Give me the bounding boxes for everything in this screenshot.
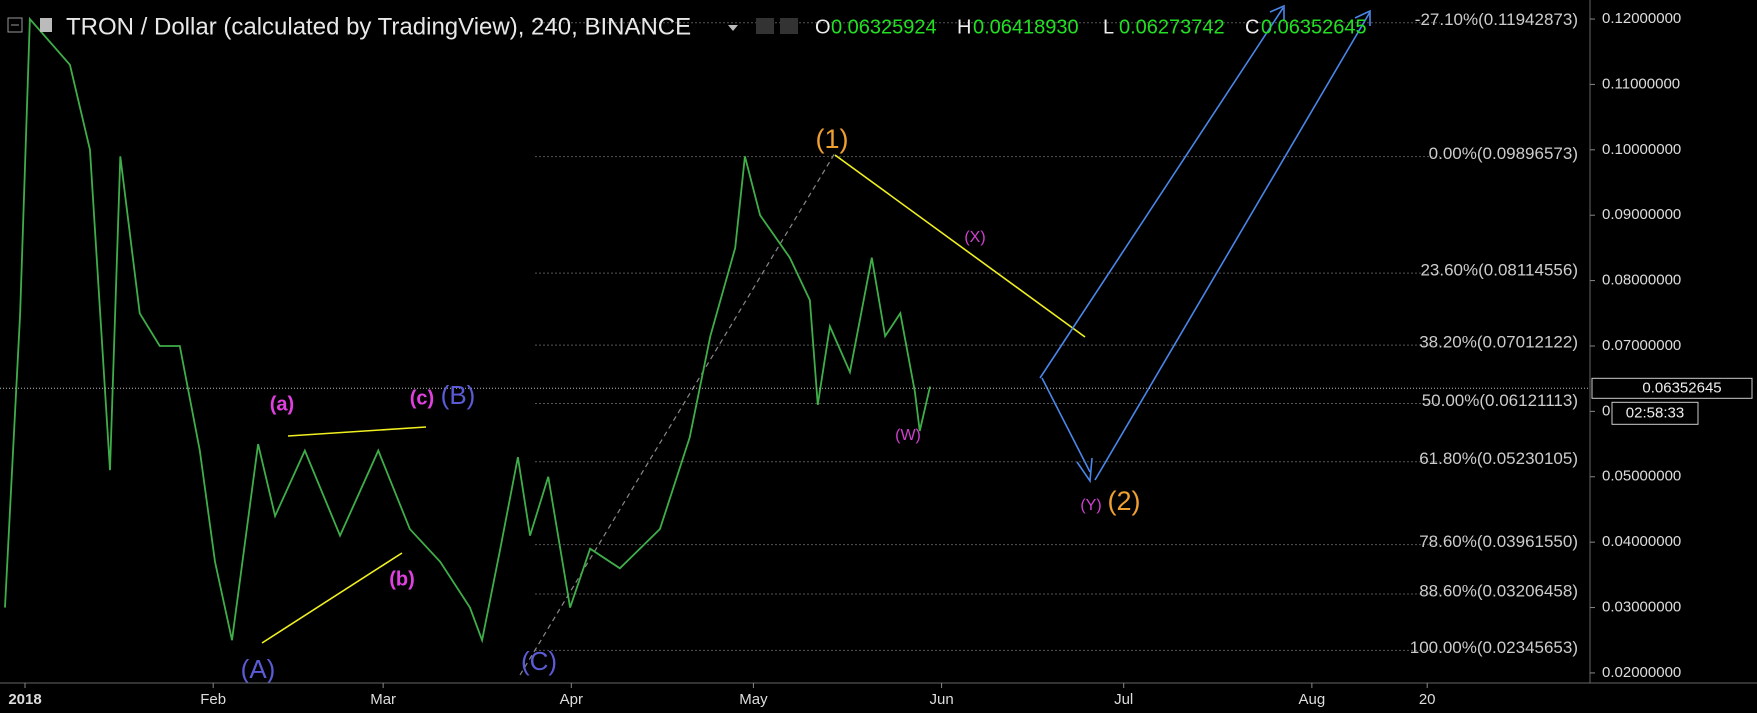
- fib-label: 50.00%(0.06121113): [1422, 391, 1578, 410]
- ohlc-key: L: [1103, 16, 1114, 38]
- x-tick-label: Jun: [929, 691, 953, 708]
- wave-label: (X): [964, 229, 985, 246]
- ohlc-value: 0.06352645: [1261, 16, 1367, 38]
- wave-label: (A): [241, 654, 276, 684]
- settings-icon[interactable]: [756, 18, 774, 34]
- y-tick-label: 0.12000000: [1602, 10, 1681, 27]
- fib-label: -27.10%(0.11942873): [1415, 10, 1578, 29]
- y-tick-label: 0.10000000: [1602, 141, 1681, 158]
- wave-label: (B): [441, 380, 476, 410]
- y-tick-label: 0.03000000: [1602, 599, 1681, 616]
- fib-label: 88.60%(0.03206458): [1419, 582, 1578, 601]
- x-tick-label: 20: [1419, 691, 1436, 708]
- trendline: [261, 552, 403, 644]
- trendline: [834, 154, 1086, 338]
- price-line: [4, 16, 931, 644]
- y-tick-label: 0.08000000: [1602, 272, 1681, 289]
- ohlc-value: 0.06325924: [831, 16, 937, 38]
- ohlc-key: H: [957, 16, 971, 38]
- fib-label: 23.60%(0.08114556): [1420, 261, 1578, 280]
- arrow-head: [1354, 9, 1371, 26]
- y-tick-label: 0.05000000: [1602, 468, 1681, 485]
- x-tick-label: Feb: [200, 691, 226, 708]
- x-tick-label: Mar: [370, 691, 396, 708]
- y-tick-label: 0.04000000: [1602, 533, 1681, 550]
- arrow: [1094, 11, 1371, 481]
- collapse-icon[interactable]: [7, 17, 23, 33]
- x-tick-label: May: [739, 691, 768, 708]
- fib-label: 78.60%(0.03961550): [1419, 532, 1578, 551]
- dropdown[interactable]: [728, 25, 738, 31]
- chart-title[interactable]: TRON / Dollar (calculated by TradingView…: [66, 13, 691, 40]
- projection-arrows: [1039, 4, 1371, 484]
- arrow: [1041, 377, 1091, 473]
- ohlc-key: C: [1245, 16, 1259, 38]
- fib-label: 61.80%(0.05230105): [1419, 449, 1578, 468]
- wave-label: (a): [270, 393, 294, 415]
- ohlc-legend: O 0.06325924 H 0.06418930 L 0.06273742 C 0.0635…: [815, 16, 1367, 38]
- countdown-box: [1611, 401, 1699, 425]
- axis-layer: 0.02000000 0.03000000 0.04000000 0.05000000…: [8, 10, 1753, 708]
- arrow: [1039, 7, 1284, 379]
- wave-label: (b): [389, 568, 415, 590]
- symbol-icon: [40, 18, 52, 32]
- retracement-line: [519, 152, 836, 676]
- trendline: [287, 426, 427, 437]
- arrow-head: [1269, 4, 1285, 21]
- x-tick-label: Jul: [1114, 691, 1133, 708]
- y-tick-label: 0.09000000: [1602, 206, 1681, 223]
- x-tick-label: 2018: [8, 691, 41, 708]
- ohlc-value: 0.06273742: [1119, 16, 1225, 38]
- ohlc-value: 0.06418930: [973, 16, 1079, 38]
- ohlc-key: O: [815, 16, 831, 38]
- y-tick-label: 0.11000000: [1602, 75, 1680, 92]
- wave-label: (Y): [1080, 497, 1101, 514]
- fib-label: 0.00%(0.09896573): [1429, 144, 1578, 163]
- y-tick-label: 0.02000000: [1602, 664, 1681, 681]
- y-tick-label: 0.07000000: [1602, 337, 1681, 354]
- fib-label: 100.00%(0.02345653): [1410, 638, 1578, 657]
- wave-label: (C): [521, 646, 557, 676]
- countdown: 02:58:33: [1626, 404, 1684, 421]
- fib-label: 38.20%(0.07012122): [1419, 333, 1578, 352]
- fib-layer: -27.10%(0.11942873) 0.00%(0.09896573) 23.6…: [535, 10, 1578, 657]
- annotation-layer: (a) (b) (c) (B) (A) (C) (1) (X) (W) (Y) (2): [241, 124, 1141, 684]
- last-price-label: 0.06352645: [1642, 379, 1721, 396]
- wave-label: (1): [816, 124, 849, 154]
- last-price-box: [1591, 377, 1753, 399]
- settings-icon[interactable]: [780, 18, 798, 34]
- x-tick-label: Aug: [1299, 691, 1326, 708]
- wave-label: (c): [410, 387, 434, 409]
- wave-label: (W): [895, 427, 921, 444]
- plot-layer: [0, 16, 1590, 644]
- x-tick-label: Apr: [560, 691, 583, 708]
- wave-label: (2): [1108, 486, 1141, 516]
- arrow-head: [1076, 457, 1093, 484]
